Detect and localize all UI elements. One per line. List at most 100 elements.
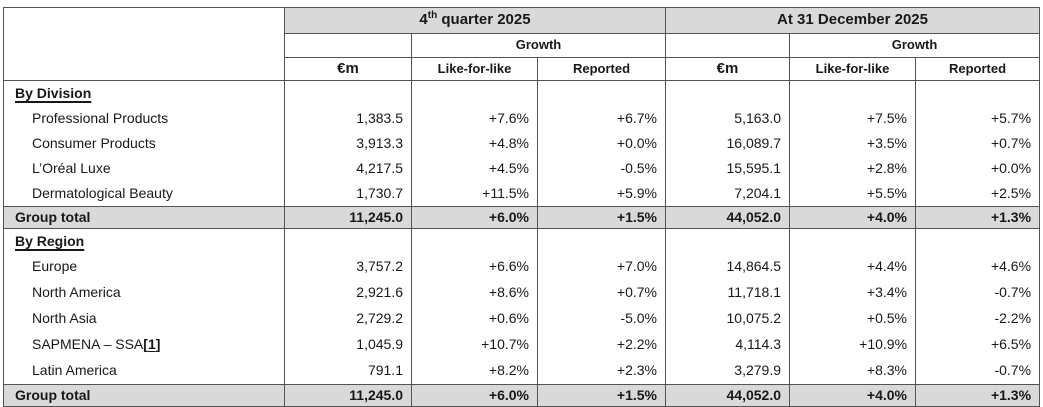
cell-dec-like-for-like: +4.0% [789, 206, 917, 229]
footnote-bracket-open: [ [143, 336, 148, 353]
cell-dec-like-for-like: +3.5% [789, 131, 917, 156]
column-header-q4-eur-m: €m [284, 57, 412, 81]
cell-dec-like-for-like: +0.5% [789, 306, 917, 332]
cell-q4-like-for-like: +8.6% [411, 280, 538, 306]
section-row-by-division: By Division [3, 80, 1041, 106]
header-at-31-december-2025: At 31 December 2025 [665, 7, 1041, 34]
cell-q4-reported: -5.0% [536, 306, 667, 332]
cell-dec-like-for-like: +8.3% [789, 358, 917, 385]
cell-dec-reported: -0.7% [915, 358, 1041, 385]
row-label: North America [3, 280, 285, 306]
cell-q4-like-for-like: +7.6% [411, 106, 538, 131]
cell-q4-eur-m: 4,217.5 [284, 156, 412, 181]
cell-dec-eur-m: 44,052.0 [665, 206, 791, 229]
cell-q4-reported: +2.2% [536, 332, 667, 358]
cell-q4-eur-m: 3,757.2 [284, 254, 412, 280]
cell-dec-eur-m: 14,864.5 [665, 254, 791, 280]
cell-dec-like-for-like: +4.0% [789, 384, 917, 407]
column-header-dec-like-for-like: Like-for-like [789, 57, 917, 81]
cell-q4-like-for-like: +8.2% [411, 358, 538, 385]
cell-q4-like-for-like: +4.5% [411, 156, 538, 181]
footnote-number: 1 [147, 336, 156, 353]
cell-dec-reported: +1.3% [915, 206, 1041, 229]
table-row-dermatological-beauty: Dermatological Beauty 1,730.7 +11.5% +5.… [3, 181, 1041, 207]
cell-q4-eur-m: 2,729.2 [284, 306, 412, 332]
cell-q4-like-for-like: +10.7% [411, 332, 538, 358]
cell-q4-like-for-like: +11.5% [411, 181, 538, 207]
table-row-north-america: North America 2,921.6 +8.6% +0.7% 11,718… [3, 280, 1041, 306]
q4-title-rest: quarter 2025 [437, 11, 531, 29]
row-label: Group total [3, 206, 285, 229]
cell-q4-eur-m: 11,245.0 [284, 206, 412, 229]
q4-number: 4 [419, 11, 428, 29]
row-label: Latin America [3, 358, 285, 385]
cell-q4-like-for-like: +6.0% [411, 384, 538, 407]
empty-cell [536, 80, 667, 106]
cell-q4-reported: +5.9% [536, 181, 667, 207]
cell-dec-eur-m: 4,114.3 [665, 332, 791, 358]
growth-header-q4: Growth [410, 33, 667, 58]
cell-q4-eur-m: 2,921.6 [284, 280, 412, 306]
cell-q4-eur-m: 1,383.5 [284, 106, 412, 131]
cell-dec-reported: +6.5% [915, 332, 1041, 358]
section-label: By Division [15, 84, 92, 101]
cell-dec-eur-m: 15,595.1 [665, 156, 791, 181]
cell-dec-reported: +0.7% [915, 131, 1041, 156]
row-label-text: SAPMENA – SSA [32, 336, 144, 353]
row-label: Dermatological Beauty [3, 181, 285, 207]
cell-q4-eur-m: 1,730.7 [284, 181, 412, 207]
cell-dec-reported: +4.6% [915, 254, 1041, 280]
cell-dec-eur-m: 5,163.0 [665, 106, 791, 131]
footnote-1-link[interactable]: [1] [143, 336, 160, 352]
table-row-europe: Europe 3,757.2 +6.6% +7.0% 14,864.5 +4.4… [3, 254, 1041, 280]
cell-q4-reported: +6.7% [536, 106, 667, 131]
row-label: Consumer Products [3, 131, 285, 156]
empty-cell [411, 80, 538, 106]
cell-dec-eur-m: 16,089.7 [665, 131, 791, 156]
empty-cell [284, 33, 412, 58]
cell-dec-eur-m: 11,718.1 [665, 280, 791, 306]
cell-q4-reported: +1.5% [536, 206, 667, 229]
empty-cell [284, 228, 412, 254]
cell-dec-reported: +1.3% [915, 384, 1041, 407]
empty-cell [284, 80, 412, 106]
cell-q4-reported: +0.0% [536, 131, 667, 156]
empty-cell [665, 80, 791, 106]
table-row-north-asia: North Asia 2,729.2 +0.6% -5.0% 10,075.2 … [3, 306, 1041, 332]
column-header-q4-reported: Reported [536, 57, 667, 81]
cell-dec-eur-m: 10,075.2 [665, 306, 791, 332]
footnote-bracket-close: ] [155, 336, 161, 353]
cell-q4-reported: +0.7% [536, 280, 667, 306]
table-row-sapmena-ssa: SAPMENA – SSA[1] 1,045.9 +10.7% +2.2% 4,… [3, 332, 1041, 358]
section-title-by-region: By Region [3, 228, 285, 254]
empty-cell [789, 80, 917, 106]
empty-cell [789, 228, 917, 254]
cell-q4-reported: +7.0% [536, 254, 667, 280]
cell-q4-like-for-like: +6.0% [411, 206, 538, 229]
cell-dec-eur-m: 3,279.9 [665, 358, 791, 385]
cell-dec-eur-m: 44,052.0 [665, 384, 791, 407]
cell-dec-reported: +2.5% [915, 181, 1041, 207]
cell-dec-like-for-like: +10.9% [789, 332, 917, 358]
empty-cell [915, 228, 1041, 254]
table-row-latin-america: Latin America 791.1 +8.2% +2.3% 3,279.9 … [3, 358, 1041, 385]
empty-cell [915, 80, 1041, 106]
cell-dec-like-for-like: +5.5% [789, 181, 917, 207]
table-row-group-total-region: Group total 11,245.0 +6.0% +1.5% 44,052.… [3, 384, 1041, 407]
cell-q4-reported: +2.3% [536, 358, 667, 385]
table-row-consumer-products: Consumer Products 3,913.3 +4.8% +0.0% 16… [3, 131, 1041, 156]
section-label: By Region [15, 232, 85, 249]
column-header-dec-reported: Reported [915, 57, 1041, 81]
empty-cell [536, 228, 667, 254]
empty-cell [411, 228, 538, 254]
section-title-by-division: By Division [3, 80, 285, 106]
cell-dec-reported: -2.2% [915, 306, 1041, 332]
cell-dec-like-for-like: +2.8% [789, 156, 917, 181]
sales-results-table: 4th quarter 2025 At 31 December 2025 Gro… [3, 7, 1041, 407]
column-header-dec-eur-m: €m [665, 57, 791, 81]
header-q4-2025: 4th quarter 2025 [283, 7, 667, 34]
table-row-professional-products: Professional Products 1,383.5 +7.6% +6.7… [3, 106, 1041, 131]
table-row-loreal-luxe: L’Oréal Luxe 4,217.5 +4.5% -0.5% 15,595.… [3, 156, 1041, 181]
table-header-columns: €m Like-for-like Reported €m Like-for-li… [4, 57, 1041, 81]
cell-q4-reported: -0.5% [536, 156, 667, 181]
